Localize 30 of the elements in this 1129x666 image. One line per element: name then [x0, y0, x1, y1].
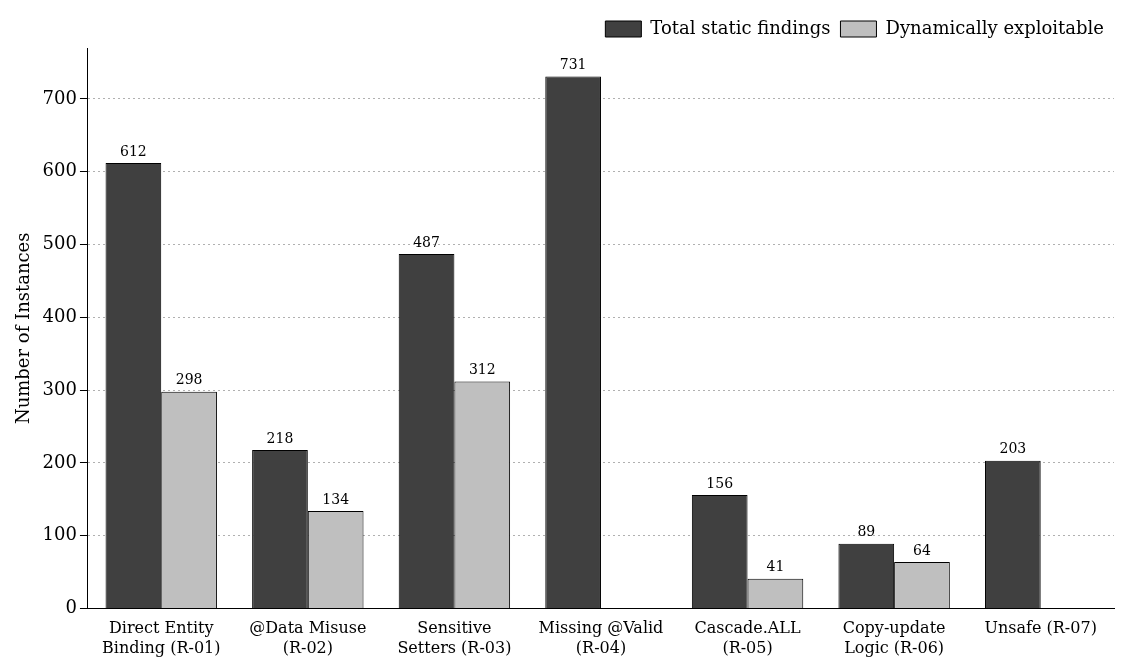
data-label: 487 [413, 233, 440, 250]
y-tick-label: 700 [42, 86, 77, 108]
data-label: 203 [999, 440, 1027, 457]
data-label: 612 [120, 142, 147, 159]
legend-label: Total static findings [650, 16, 831, 38]
y-tick-label: 100 [42, 523, 77, 545]
y-tick-label: 400 [42, 305, 77, 327]
data-label: 89 [857, 523, 876, 540]
y-tick-label: 600 [42, 159, 77, 181]
x-tick-label: @Data Misuse (R-02) [249, 618, 367, 657]
data-label: 731 [559, 56, 587, 73]
legend-label: Dynamically exploitable [885, 16, 1105, 38]
data-label: 64 [913, 541, 931, 558]
x-tick-label: Unsafe (R-07) [984, 618, 1097, 638]
data-label: 312 [468, 361, 496, 378]
data-label: 41 [766, 558, 785, 575]
y-tick-label: 300 [42, 377, 77, 399]
y-axis-title: Number of Instances [12, 232, 34, 425]
data-label: 156 [706, 474, 734, 491]
data-label: 298 [175, 371, 203, 388]
y-tick-label: 500 [42, 232, 77, 254]
x-tick-label: Sensitive Setters (R-03) [397, 618, 512, 657]
data-label: 134 [322, 490, 350, 507]
y-tick-label: 0 [65, 596, 77, 618]
x-tick-label: Direct Entity Binding (R-01) [102, 618, 221, 657]
x-tick-label: Missing @Valid (R-04) [538, 618, 664, 657]
x-tick-label: Copy-update Logic (R-06) [842, 618, 946, 657]
data-label: 218 [266, 429, 294, 446]
y-tick-label: 200 [42, 450, 77, 472]
x-tick-label: Cascade.ALL (R-05) [694, 618, 801, 657]
